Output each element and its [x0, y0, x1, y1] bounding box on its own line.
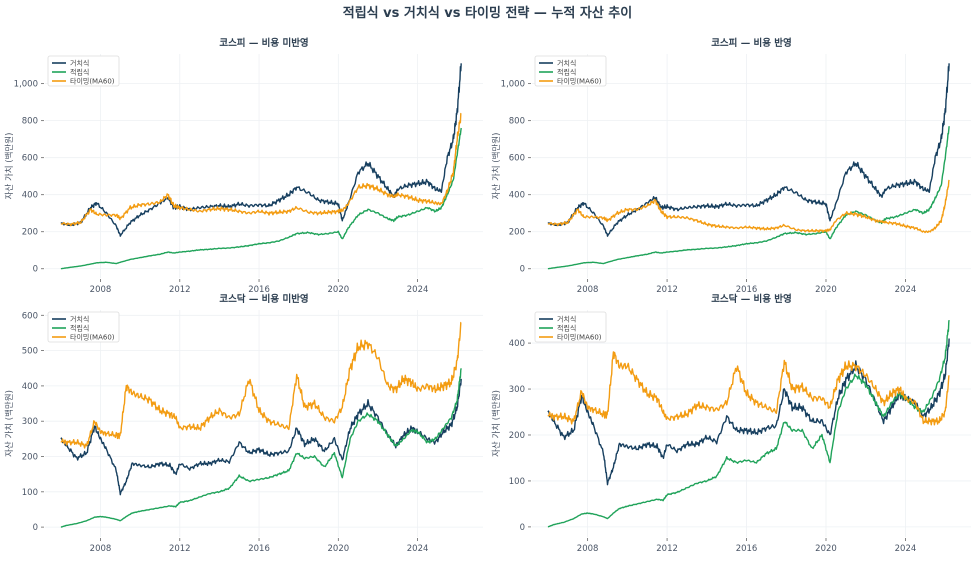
series-line-dca — [60, 368, 462, 528]
xtick-label: 2020 — [328, 285, 350, 295]
ytick-label: 400 — [509, 191, 525, 201]
chart-kosdaq-no-cost: 코스닥 — 비용 미반영 0 100 200 300 400 500 600 2008 2012 2… — [4, 293, 483, 554]
y-axis-label: 자산 가치 (백만원) — [491, 133, 502, 200]
ytick-label: 200 — [22, 453, 38, 463]
xtick-label: 2012 — [169, 544, 191, 554]
ytick-label: 500 — [22, 347, 38, 357]
xtick-label: 2020 — [815, 285, 837, 295]
xtick-label: 2024 — [407, 285, 429, 295]
xtick-label: 2008 — [90, 285, 112, 295]
chart-title: 코스피 — 비용 미반영 — [219, 37, 308, 49]
ytick-label: 300 — [509, 385, 525, 395]
ytick-label: 100 — [22, 488, 38, 498]
legend-label: 적립식 — [557, 68, 576, 77]
legend-label: 타이밍(MA60) — [557, 333, 602, 342]
ytick-label: 800 — [509, 117, 525, 127]
xtick-label: 2012 — [656, 544, 678, 554]
xtick-label: 2008 — [577, 285, 599, 295]
xtick-label: 2020 — [328, 544, 350, 554]
xtick-label: 2012 — [169, 285, 191, 295]
series-line-lump — [547, 63, 950, 237]
ytick-label: 200 — [509, 431, 525, 441]
legend-label: 거치식 — [70, 59, 89, 68]
ytick-label: 400 — [509, 339, 525, 349]
xtick-label: 2016 — [736, 544, 758, 554]
xtick-label: 2008 — [577, 544, 599, 554]
xtick-label: 2020 — [815, 544, 837, 554]
ytick-label: 600 — [509, 154, 525, 164]
xtick-label: 2008 — [90, 544, 112, 554]
xtick-label: 2024 — [895, 544, 917, 554]
ytick-label: 1,000 — [501, 80, 525, 90]
series-line-lump — [547, 338, 950, 486]
legend-label: 타이밍(MA60) — [70, 77, 115, 86]
ytick-label: 800 — [22, 117, 38, 127]
legend-label: 적립식 — [70, 324, 89, 333]
y-axis-label: 자산 가치 (백만원) — [491, 390, 502, 457]
legend-label: 거치식 — [70, 315, 89, 324]
xtick-label: 2024 — [407, 544, 429, 554]
series-line-dca — [547, 126, 950, 270]
legend-label: 적립식 — [70, 68, 89, 77]
ytick-label: 200 — [509, 228, 525, 238]
series-line-timing — [60, 112, 462, 227]
legend-label: 거치식 — [557, 59, 576, 68]
chart-kospi-with-cost: 코스피 — 비용 반영 0 200 400 600 800 1,000 2008 2012 201… — [491, 37, 971, 295]
ytick-label: 400 — [22, 191, 38, 201]
chart-title: 코스피 — 비용 반영 — [711, 37, 792, 49]
xtick-label: 2016 — [248, 285, 270, 295]
ytick-label: 0 — [520, 265, 525, 275]
xtick-label: 2024 — [895, 285, 917, 295]
ytick-label: 200 — [22, 228, 38, 238]
ytick-label: 400 — [22, 382, 38, 392]
ytick-label: 1,000 — [14, 80, 38, 90]
figure-title: 적립식 vs 거치식 vs 타이밍 전략 — 누적 자산 추이 — [342, 6, 633, 21]
chart-title: 코스닥 — 비용 반영 — [711, 293, 792, 305]
ytick-label: 100 — [509, 477, 525, 487]
legend-label: 타이밍(MA60) — [557, 77, 602, 86]
ytick-label: 300 — [22, 417, 38, 427]
ytick-label: 0 — [33, 523, 38, 533]
legend-label: 타이밍(MA60) — [70, 333, 115, 342]
chart-kosdaq-with-cost: 코스닥 — 비용 반영 0 100 200 300 400 2008 2012 2016 2020… — [491, 293, 971, 554]
series-line-dca — [547, 319, 950, 528]
series-line-lump — [60, 63, 462, 237]
legend-label: 적립식 — [557, 324, 576, 333]
ytick-label: 0 — [520, 523, 525, 533]
xtick-label: 2012 — [656, 285, 678, 295]
xtick-label: 2016 — [736, 285, 758, 295]
legend-label: 거치식 — [557, 315, 576, 324]
chart-kospi-no-cost: 코스피 — 비용 미반영 0 200 400 600 800 1,000 2008 2012 20… — [4, 37, 483, 295]
series-line-lump — [60, 378, 462, 496]
xtick-label: 2016 — [248, 544, 270, 554]
series-line-timing — [547, 179, 950, 234]
ytick-label: 600 — [22, 154, 38, 164]
y-axis-label: 자산 가치 (백만원) — [4, 133, 15, 200]
chart-title: 코스닥 — 비용 미반영 — [219, 293, 308, 305]
ytick-label: 0 — [33, 265, 38, 275]
series-line-timing — [60, 321, 462, 449]
ytick-label: 600 — [22, 311, 38, 321]
y-axis-label: 자산 가치 (백만원) — [4, 390, 15, 457]
series-line-timing — [547, 351, 950, 426]
series-line-dca — [60, 127, 462, 270]
